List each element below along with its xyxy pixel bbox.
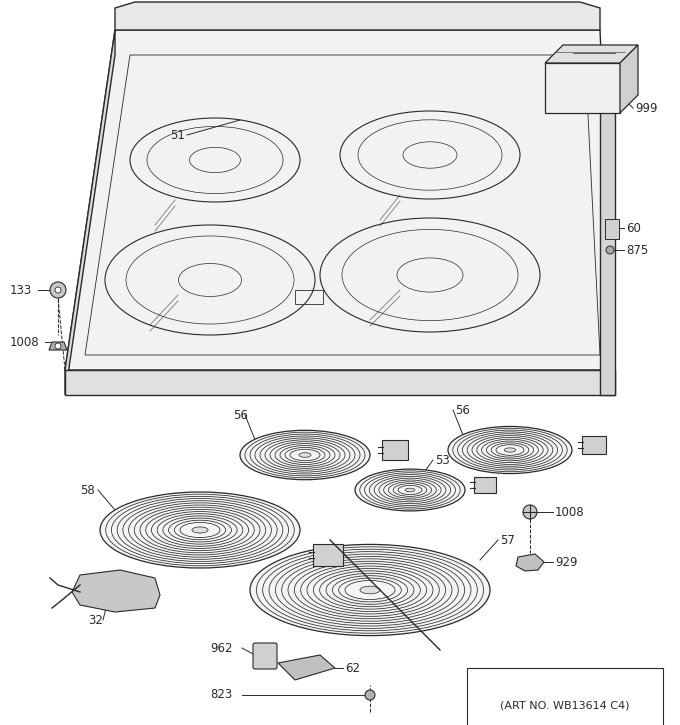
Ellipse shape (405, 488, 415, 492)
Text: 999: 999 (635, 102, 658, 115)
Polygon shape (115, 2, 600, 30)
FancyBboxPatch shape (474, 477, 496, 493)
FancyBboxPatch shape (382, 440, 408, 460)
Polygon shape (72, 570, 160, 612)
Polygon shape (49, 342, 67, 350)
Polygon shape (545, 45, 638, 63)
Text: 32: 32 (88, 613, 103, 626)
Polygon shape (65, 30, 615, 370)
Ellipse shape (355, 469, 465, 511)
FancyBboxPatch shape (253, 643, 277, 669)
Polygon shape (600, 55, 615, 395)
Ellipse shape (250, 544, 490, 636)
FancyBboxPatch shape (605, 219, 619, 239)
Text: 1008: 1008 (10, 336, 39, 349)
Polygon shape (65, 370, 615, 395)
Polygon shape (620, 45, 638, 113)
Text: 60: 60 (626, 222, 641, 234)
Ellipse shape (505, 448, 515, 452)
Circle shape (523, 505, 537, 519)
Circle shape (606, 246, 614, 254)
Text: 56: 56 (233, 408, 248, 421)
Text: 56: 56 (455, 404, 470, 416)
Bar (295, 290, 323, 304)
Circle shape (50, 282, 66, 298)
Text: 51: 51 (170, 128, 185, 141)
Circle shape (55, 343, 61, 349)
Text: 58: 58 (80, 484, 95, 497)
Text: 133: 133 (10, 283, 32, 297)
Text: 875: 875 (626, 244, 648, 257)
Ellipse shape (299, 452, 311, 457)
Circle shape (365, 690, 375, 700)
FancyBboxPatch shape (582, 436, 606, 454)
Polygon shape (65, 30, 115, 395)
Ellipse shape (360, 587, 380, 594)
Polygon shape (516, 554, 544, 571)
Text: 1008: 1008 (555, 505, 585, 518)
Ellipse shape (240, 431, 370, 480)
Polygon shape (278, 655, 335, 680)
Ellipse shape (100, 492, 300, 568)
FancyBboxPatch shape (313, 544, 343, 566)
Text: 929: 929 (555, 555, 577, 568)
Ellipse shape (192, 527, 208, 533)
Polygon shape (545, 63, 620, 113)
Text: 62: 62 (345, 661, 360, 674)
Circle shape (55, 287, 61, 293)
Text: 57: 57 (500, 534, 515, 547)
Text: (ART NO. WB13614 C4): (ART NO. WB13614 C4) (500, 701, 630, 711)
Ellipse shape (448, 426, 572, 473)
Text: 53: 53 (435, 454, 449, 466)
Text: 823: 823 (210, 689, 233, 702)
Text: 962: 962 (210, 642, 233, 655)
